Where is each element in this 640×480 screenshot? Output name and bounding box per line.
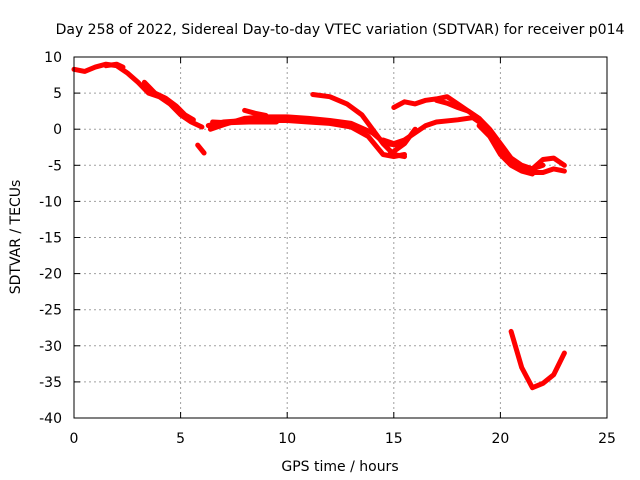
x-axis-label: GPS time / hours [281,459,398,475]
series-track-10 [380,115,482,147]
x-tick-label: 25 [598,431,616,447]
y-tick-label: -15 [39,231,62,247]
series-track-3 [141,79,196,123]
series-track-15 [529,155,567,172]
y-tick-label: -35 [39,375,62,391]
y-tick-label: -20 [39,267,62,283]
y-tick-label: 10 [44,50,62,66]
tick-labels: 0 5 10 15 20 25 10 5 0 -5 -10 -15 -20 -25 -30 -35 -40 [39,50,616,447]
y-tick-label: -25 [39,303,62,319]
series-layer [71,61,567,391]
x-tick-label: 20 [491,431,509,447]
grid [74,57,607,418]
chart-title: Day 258 of 2022, Sidereal Day-to-day VTE… [56,22,625,38]
y-tick-label: -30 [39,339,62,355]
series-track-1 [71,61,205,130]
y-tick-label: 0 [53,122,62,138]
axis-ticks [73,56,608,419]
series-track-16 [508,328,567,391]
x-tick-label: 5 [176,431,185,447]
series-track-14 [476,123,535,177]
y-tick-label: -10 [39,194,62,210]
x-tick-label: 15 [385,431,403,447]
y-tick-label: 5 [53,86,62,102]
x-tick-label: 0 [70,431,79,447]
y-tick-label: -40 [39,411,62,427]
series-track-8 [242,107,269,118]
series-track-11 [387,126,418,157]
y-tick-label: -5 [48,158,62,174]
series-track-4 [195,142,207,156]
x-tick-label: 10 [278,431,296,447]
series-track-7 [210,119,279,126]
series-track-2 [103,61,126,70]
y-axis-label: SDTVAR / TECUs [8,180,24,295]
